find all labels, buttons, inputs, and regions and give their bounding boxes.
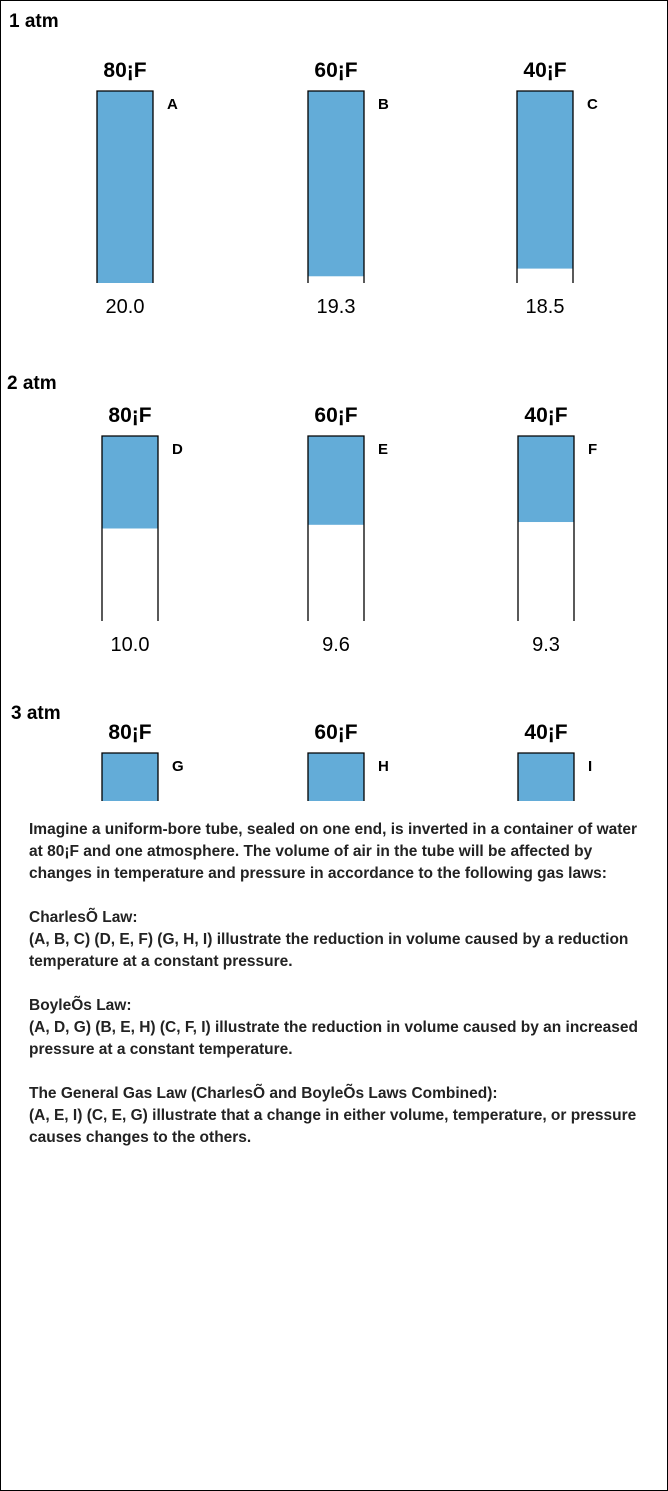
air-volume [308,436,364,525]
tube [307,435,365,621]
temperature: 60¡F [314,59,357,82]
law-title: CharlesÕ Law: [29,909,138,926]
temperature: 80¡F [103,59,146,82]
temperature: 80¡F [108,721,151,744]
tube-letter: B [378,96,389,113]
tube-letter: D [172,441,183,458]
tube-letter: E [378,441,388,458]
tube [307,90,365,283]
tube-diagram: 1 atm 80¡F A 20.0 60¡F B 19.3 40¡F C 18.5 2 atm 80¡… [7,11,598,801]
temperature: 40¡F [524,721,567,744]
volume-label: 18.5 [526,296,565,318]
volume-label: 19.3 [317,296,356,318]
air-volume [102,753,158,801]
temperature: 80¡F [108,404,151,427]
air-volume [308,753,364,801]
temperature: 40¡F [524,404,567,427]
temperature: 60¡F [314,721,357,744]
gas-law: The General Gas Law (CharlesÕ and BoyleÕ… [29,1083,641,1149]
tube [101,752,159,801]
tube-letter: I [588,758,592,775]
gas-law: CharlesÕ Law: (A, B, C) (D, E, F) (G, H, … [29,907,641,973]
pressure-label: 2 atm [7,373,57,394]
explanation: Imagine a uniform-bore tube, sealed on o… [29,819,641,1171]
tube-letter: F [588,441,597,458]
gas-law: BoyleÕs Law: (A, D, G) (B, E, H) (C, F, I… [29,995,641,1061]
tube [96,90,154,283]
tube [516,90,574,283]
intro: Imagine a uniform-bore tube, sealed on o… [29,821,638,882]
volume-label: 20.0 [106,296,145,318]
law-body: (A, D, G) (B, E, H) (C, F, I) illustrate… [29,1019,638,1058]
law-body: (A, E, I) (C, E, G) illustrate that a ch… [29,1107,637,1146]
air-volume [517,91,573,269]
tube-letter: G [172,758,184,775]
tube [517,435,575,621]
tube-letter: A [167,96,178,113]
volume-label: 9.3 [532,634,560,656]
volume-label: 10.0 [111,634,150,656]
temperature: 40¡F [523,59,566,82]
air-volume [518,436,574,523]
law-title: The General Gas Law (CharlesÕ and BoyleÕ… [29,1085,498,1102]
pressure-label: 3 atm [11,703,61,724]
air-volume [102,436,158,529]
temperature: 60¡F [314,404,357,427]
law-body: (A, B, C) (D, E, F) (G, H, I) illustrate… [29,931,629,970]
tube-letter: H [378,758,389,775]
tube-letter: C [587,96,598,113]
air-volume [518,753,574,801]
law-title: BoyleÕs Law: [29,997,132,1014]
air-volume [97,91,153,283]
pressure-label: 1 atm [9,11,59,32]
volume-label: 9.6 [322,634,350,656]
tube [517,752,575,801]
air-volume [308,91,364,277]
tube [307,752,365,801]
tube [101,435,159,621]
